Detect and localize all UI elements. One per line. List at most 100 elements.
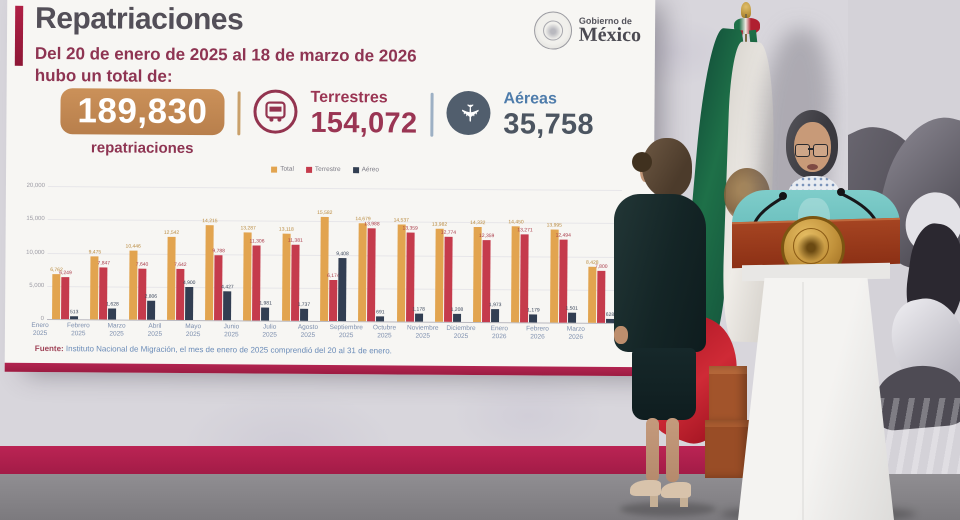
speaker-mouth [807,164,818,170]
bar-value-label: 9,408 [336,251,349,258]
x-axis-label: Marzo 2025 [107,322,126,338]
x-axis-label: Junio 2025 [223,323,240,338]
official-shoe-heel [680,494,688,507]
bar-terrestre-diciembre-2025: 12,359 [479,233,494,323]
x-axis-label: Julio 2025 [262,323,277,339]
legend-item-terrestre: Terrestre [305,166,341,173]
bar-value-label: 13,271 [517,227,533,234]
bar-aéreo-abril-2025: 4,900 [183,280,195,321]
bar-value-label: 1,981 [259,300,272,307]
slide-subtitle-line1: Del 20 de enero de 2025 al 18 de marzo d… [34,43,417,66]
bar-value-label: 13,118 [278,226,294,233]
bar-value-label: 12,359 [479,232,495,239]
bar-total-enero-2025: 6,762 [50,267,63,320]
x-axis-label: Septiembre 2025 [329,324,363,339]
bar-terrestre-septiembre-2025: 13,988 [364,221,380,322]
bar-aéreo-enero-2026: 1,179 [527,308,540,323]
podium-with-speaker [720,106,916,520]
bar-value-label: 13,995 [546,222,562,229]
bar-aéreo-julio-2025: 1,737 [298,302,310,321]
official-shoe [661,482,691,498]
bar-total-agosto-2025: 15,582 [317,210,332,321]
bar-value-label: 7,640 [135,261,149,268]
bar-value-label: 12,774 [440,229,457,236]
legend-label: Aéreo [361,166,379,174]
slide-bottom-strip [4,362,653,377]
speaker-glasses [808,148,814,150]
official-hand [614,326,628,344]
bar-group-mayo-2025: 14,215 9,788 4,427 [202,219,234,321]
bar-aéreo-junio-2025: 1,981 [259,300,272,321]
bar-terrestre-abril-2025: 7,642 [174,262,187,320]
flag-finial [741,2,751,18]
bar-group-junio-2025: 13,287 11,306 1,981 [240,225,272,321]
title-accent-bar [14,5,24,66]
bar-value-label: 14,450 [508,219,524,226]
aereas-value: 35,758 [503,108,594,141]
bar-value-label: 1,178 [412,306,425,313]
bar-value-label: 6,249 [59,270,72,277]
bar-value-label: 13,982 [431,221,448,228]
official-leg [666,418,679,482]
bar-total-septiembre-2025: 14,679 [355,217,371,322]
terrestres-label: Terrestres [310,88,388,107]
terracotta-box [709,366,747,422]
bar-total-enero-2026: 14,450 [508,219,524,323]
y-axis-tick: 20,000 [26,182,45,190]
bar-aéreo-mayo-2025: 4,427 [221,284,234,321]
source-label: Fuente: [34,343,64,354]
bar-total-julio-2025: 13,118 [279,226,294,321]
official-shoe [630,480,661,496]
bar-value-label: 13,988 [364,221,380,228]
official-jacket [614,194,706,352]
bar-value-label: 12,494 [555,232,571,239]
y-axis-tick: 15,000 [26,216,45,223]
x-axis-label: Diciembre 2025 [446,324,476,340]
gobierno-de-mexico-logo: Gobierno de México [533,11,642,50]
bar-value-label: 15,582 [317,210,333,217]
x-axis-label: Enero 2026 [490,325,508,340]
bar-value-label: 1,208 [450,306,464,313]
official-skirt [632,348,696,420]
bar-value-label: 14,332 [470,219,486,226]
y-axis-tick: 10,000 [26,249,45,256]
bar-total-junio-2025: 13,287 [240,225,256,321]
terrestres-value: 154,072 [310,106,418,140]
bus-icon [253,89,298,134]
bar-group-agosto-2025: 15,582 6,174 9,408 [317,210,349,322]
bar-terrestre-julio-2025: 11,381 [288,238,303,321]
bar-total-octubre-2025: 14,537 [394,218,409,322]
official-hair-bun [632,152,652,172]
bar-group-octubre-2025: 14,537 13,359 1,178 [394,218,425,322]
x-axis-label: Febrero 2025 [66,322,90,337]
bar-aéreo-noviembre-2025: 1,208 [451,307,463,322]
chart-legend: Total Terrestre Aéreo [22,164,628,175]
bar-aéreo-enero-2025: 513 [70,309,78,320]
podium-column [738,278,894,520]
bar-terrestre-junio-2025: 11,306 [250,238,265,321]
total-caption: repatriaciones [90,139,194,158]
bar-value-label: 1,628 [106,301,119,308]
bar-terrestre-enero-2025: 6,249 [59,271,72,320]
bar-group-febrero-2025: 9,475 7,847 1,628 [89,249,119,320]
legend-item-aéreo: Aéreo [352,166,379,174]
bar-total-marzo-2025: 10,446 [126,243,141,320]
terracotta-box [705,420,750,478]
official-leg [646,418,659,482]
legend-label: Total [280,165,294,173]
bar-group-noviembre-2025: 13,982 12,774 1,208 [432,222,463,322]
x-axis-label: Noviembre 2025 [407,324,439,340]
x-axis-label: Mayo 2025 [185,322,202,338]
logo-text-large: México [578,23,642,47]
bar-value-label: 14,215 [202,218,218,225]
bar-group-febrero-2026: 13,995 12,494 1,501 [547,222,578,323]
x-axis-label: Marzo 2026 [566,325,585,341]
bar-aéreo-octubre-2025: 1,178 [412,307,425,322]
bar-terrestre-agosto-2025: 6,174 [327,273,340,322]
x-axis-label: Febrero 2026 [526,325,549,341]
presentation-slide: Repatriaciones Del 20 de enero de 2025 a… [4,0,656,377]
terrestres-block: Terrestres 154,072 [310,88,418,140]
total-value-badge: 189,830 [60,88,225,136]
bar-value-label: 1,973 [488,302,502,309]
bar-value-label: 2,806 [144,294,158,301]
